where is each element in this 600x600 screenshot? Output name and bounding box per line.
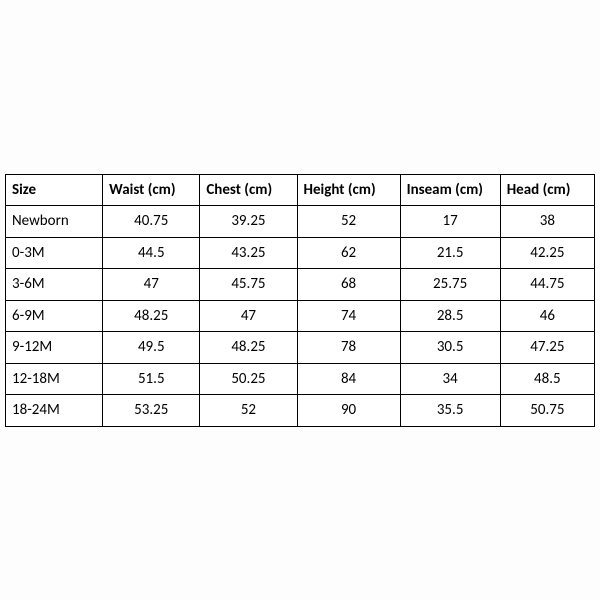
cell-size: Newborn	[6, 206, 103, 238]
cell-waist: 48.25	[103, 300, 200, 332]
cell-height: 84	[297, 363, 400, 395]
cell-size: 3-6M	[6, 269, 103, 301]
cell-chest: 45.75	[200, 269, 297, 301]
cell-waist: 51.5	[103, 363, 200, 395]
cell-head: 47.25	[500, 332, 594, 364]
cell-inseam: 25.75	[400, 269, 500, 301]
size-chart-container: Size Waist (cm) Chest (cm) Height (cm) I…	[5, 174, 595, 427]
cell-inseam: 35.5	[400, 395, 500, 427]
col-height: Height (cm)	[297, 174, 400, 206]
cell-waist: 49.5	[103, 332, 200, 364]
table-body: Newborn 40.75 39.25 52 17 38 0-3M 44.5 4…	[6, 206, 595, 427]
col-inseam: Inseam (cm)	[400, 174, 500, 206]
cell-chest: 43.25	[200, 237, 297, 269]
cell-inseam: 34	[400, 363, 500, 395]
col-size: Size	[6, 174, 103, 206]
cell-height: 62	[297, 237, 400, 269]
cell-waist: 47	[103, 269, 200, 301]
cell-height: 90	[297, 395, 400, 427]
cell-inseam: 30.5	[400, 332, 500, 364]
cell-size: 0-3M	[6, 237, 103, 269]
cell-chest: 50.25	[200, 363, 297, 395]
cell-height: 68	[297, 269, 400, 301]
table-row: 9-12M 49.5 48.25 78 30.5 47.25	[6, 332, 595, 364]
cell-inseam: 28.5	[400, 300, 500, 332]
col-waist: Waist (cm)	[103, 174, 200, 206]
cell-size: 12-18M	[6, 363, 103, 395]
size-chart-table: Size Waist (cm) Chest (cm) Height (cm) I…	[5, 174, 595, 427]
cell-chest: 39.25	[200, 206, 297, 238]
table-row: 0-3M 44.5 43.25 62 21.5 42.25	[6, 237, 595, 269]
cell-height: 74	[297, 300, 400, 332]
col-chest: Chest (cm)	[200, 174, 297, 206]
table-header: Size Waist (cm) Chest (cm) Height (cm) I…	[6, 174, 595, 206]
cell-chest: 52	[200, 395, 297, 427]
cell-head: 42.25	[500, 237, 594, 269]
cell-head: 44.75	[500, 269, 594, 301]
table-row: 18-24M 53.25 52 90 35.5 50.75	[6, 395, 595, 427]
cell-inseam: 21.5	[400, 237, 500, 269]
cell-head: 46	[500, 300, 594, 332]
cell-size: 6-9M	[6, 300, 103, 332]
table-row: Newborn 40.75 39.25 52 17 38	[6, 206, 595, 238]
table-row: 3-6M 47 45.75 68 25.75 44.75	[6, 269, 595, 301]
cell-waist: 53.25	[103, 395, 200, 427]
cell-head: 38	[500, 206, 594, 238]
cell-height: 78	[297, 332, 400, 364]
cell-head: 48.5	[500, 363, 594, 395]
cell-head: 50.75	[500, 395, 594, 427]
table-row: 12-18M 51.5 50.25 84 34 48.5	[6, 363, 595, 395]
cell-chest: 48.25	[200, 332, 297, 364]
cell-waist: 44.5	[103, 237, 200, 269]
cell-size: 18-24M	[6, 395, 103, 427]
cell-waist: 40.75	[103, 206, 200, 238]
cell-chest: 47	[200, 300, 297, 332]
table-header-row: Size Waist (cm) Chest (cm) Height (cm) I…	[6, 174, 595, 206]
cell-height: 52	[297, 206, 400, 238]
cell-inseam: 17	[400, 206, 500, 238]
col-head: Head (cm)	[500, 174, 594, 206]
table-row: 6-9M 48.25 47 74 28.5 46	[6, 300, 595, 332]
cell-size: 9-12M	[6, 332, 103, 364]
